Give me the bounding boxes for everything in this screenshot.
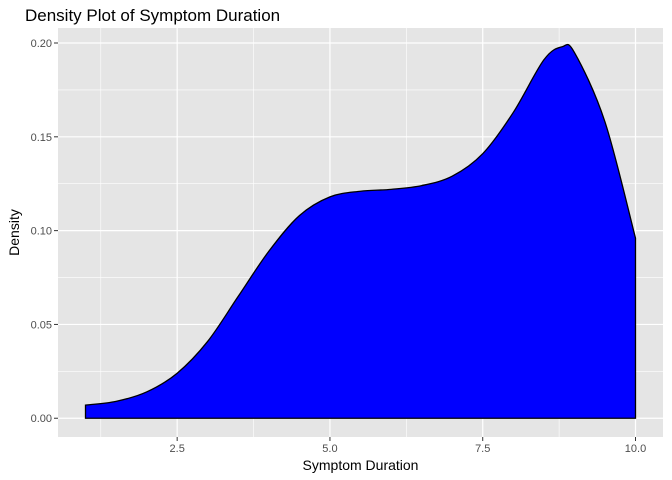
y-tick-label: 0.00 [31,413,52,425]
x-tick-label: 2.5 [170,443,185,455]
x-tick-label: 5.0 [322,443,337,455]
y-tick-label: 0.10 [31,226,52,238]
x-axis: 2.5 5.0 7.5 10.0 [170,437,646,455]
y-tick-label: 0.15 [31,132,52,144]
x-tick-label: 10.0 [625,443,646,455]
x-axis-title: Symptom Duration [303,457,419,473]
chart-title: Density Plot of Symptom Duration [25,6,280,25]
y-axis: 0.00 0.05 0.10 0.15 0.20 [31,38,58,425]
x-tick-label: 7.5 [475,443,490,455]
y-axis-title: Density [6,209,22,256]
density-area [84,43,637,419]
y-tick-label: 0.05 [31,319,52,331]
y-tick-label: 0.20 [31,38,52,50]
